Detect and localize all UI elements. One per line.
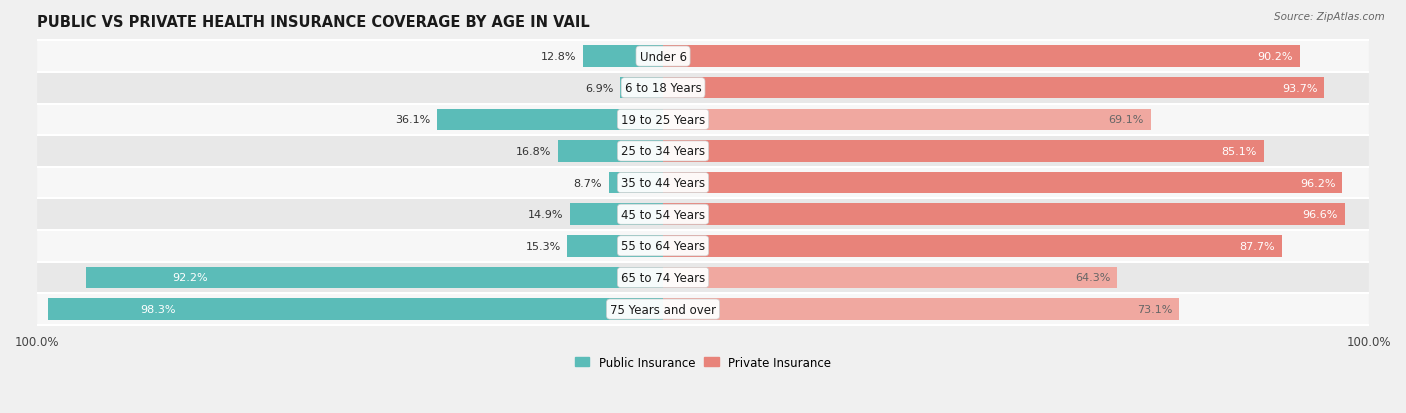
Text: 73.1%: 73.1% xyxy=(1137,304,1173,314)
Text: 98.3%: 98.3% xyxy=(141,304,176,314)
Bar xyxy=(664,141,1264,162)
Text: 6.9%: 6.9% xyxy=(585,83,613,93)
Bar xyxy=(583,46,664,68)
Bar xyxy=(609,172,664,194)
Bar xyxy=(664,109,1150,131)
Text: 85.1%: 85.1% xyxy=(1222,147,1257,157)
Text: 75 Years and over: 75 Years and over xyxy=(610,303,716,316)
Bar xyxy=(437,109,664,131)
Bar xyxy=(664,235,1282,257)
Text: 96.2%: 96.2% xyxy=(1299,178,1336,188)
Text: 35 to 44 Years: 35 to 44 Years xyxy=(621,177,706,190)
Text: 45 to 54 Years: 45 to 54 Years xyxy=(621,208,706,221)
FancyBboxPatch shape xyxy=(37,41,1369,73)
Bar xyxy=(664,204,1344,225)
Text: 65 to 74 Years: 65 to 74 Years xyxy=(621,271,706,284)
Text: 25 to 34 Years: 25 to 34 Years xyxy=(621,145,706,158)
Text: Under 6: Under 6 xyxy=(640,50,686,64)
Bar xyxy=(569,204,664,225)
Bar xyxy=(664,78,1324,99)
Text: 19 to 25 Years: 19 to 25 Years xyxy=(621,114,706,126)
FancyBboxPatch shape xyxy=(37,262,1369,294)
Text: 96.6%: 96.6% xyxy=(1303,210,1339,220)
FancyBboxPatch shape xyxy=(37,230,1369,262)
FancyBboxPatch shape xyxy=(37,294,1369,325)
Text: 15.3%: 15.3% xyxy=(526,241,561,251)
Text: 87.7%: 87.7% xyxy=(1240,241,1275,251)
Text: PUBLIC VS PRIVATE HEALTH INSURANCE COVERAGE BY AGE IN VAIL: PUBLIC VS PRIVATE HEALTH INSURANCE COVER… xyxy=(37,15,591,30)
Legend: Public Insurance, Private Insurance: Public Insurance, Private Insurance xyxy=(575,356,831,369)
Text: 12.8%: 12.8% xyxy=(541,52,576,62)
FancyBboxPatch shape xyxy=(37,136,1369,167)
FancyBboxPatch shape xyxy=(37,167,1369,199)
Bar xyxy=(558,141,664,162)
Bar xyxy=(664,46,1299,68)
Bar xyxy=(48,299,664,320)
Text: 93.7%: 93.7% xyxy=(1282,83,1317,93)
Text: 92.2%: 92.2% xyxy=(173,273,208,283)
Text: 69.1%: 69.1% xyxy=(1109,115,1144,125)
Bar xyxy=(86,267,664,289)
FancyBboxPatch shape xyxy=(37,199,1369,230)
Bar xyxy=(664,172,1341,194)
FancyBboxPatch shape xyxy=(37,104,1369,136)
Text: 14.9%: 14.9% xyxy=(527,210,564,220)
Text: 90.2%: 90.2% xyxy=(1257,52,1294,62)
Text: 6 to 18 Years: 6 to 18 Years xyxy=(624,82,702,95)
FancyBboxPatch shape xyxy=(37,73,1369,104)
Bar xyxy=(664,299,1178,320)
Text: 64.3%: 64.3% xyxy=(1074,273,1111,283)
Text: Source: ZipAtlas.com: Source: ZipAtlas.com xyxy=(1274,12,1385,22)
Bar xyxy=(620,78,664,99)
Text: 36.1%: 36.1% xyxy=(395,115,430,125)
Text: 16.8%: 16.8% xyxy=(516,147,551,157)
Text: 55 to 64 Years: 55 to 64 Years xyxy=(621,240,706,253)
Text: 8.7%: 8.7% xyxy=(574,178,602,188)
Bar xyxy=(567,235,664,257)
Bar xyxy=(664,267,1116,289)
